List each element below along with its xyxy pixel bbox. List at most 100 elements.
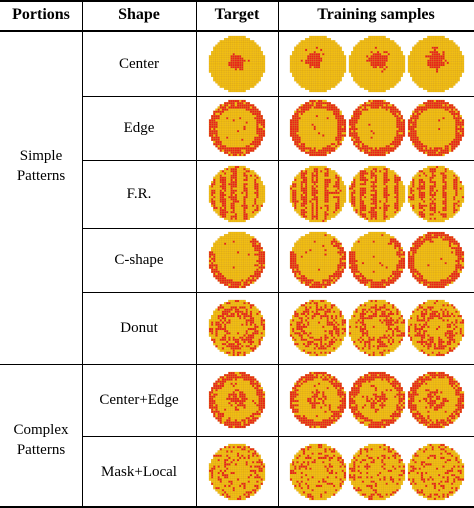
wafer-die xyxy=(294,59,297,62)
wafer-die xyxy=(236,108,240,111)
wafer-die xyxy=(402,68,406,71)
wafer-die xyxy=(387,140,391,144)
wafer-die xyxy=(234,85,238,88)
wafer-die xyxy=(239,53,242,56)
wafer-die xyxy=(324,136,327,139)
wafer-die xyxy=(213,178,216,182)
wafer-die xyxy=(366,44,369,47)
wafer-die xyxy=(431,140,434,144)
wafer-die xyxy=(320,68,323,71)
wafer-die xyxy=(376,140,380,144)
wafer-die xyxy=(422,72,426,75)
wafer-die xyxy=(446,40,450,43)
wafer-die xyxy=(446,147,450,150)
wafer-die xyxy=(438,35,441,39)
wafer-die xyxy=(251,208,255,212)
wafer-die xyxy=(385,145,388,148)
wafer-die xyxy=(258,202,261,205)
wafer-die xyxy=(440,42,443,45)
wafer-die xyxy=(379,104,382,107)
wafer-die xyxy=(379,110,382,114)
wafer-die xyxy=(407,55,411,58)
wafer-die xyxy=(442,102,445,105)
wafer-die xyxy=(307,68,310,71)
wafer-die xyxy=(313,110,316,114)
wafer-die xyxy=(258,142,261,146)
wafer-die xyxy=(440,74,443,78)
wafer-die xyxy=(234,83,238,86)
wafer-die xyxy=(385,140,388,144)
wafer-die xyxy=(414,59,417,62)
wafer-die xyxy=(385,136,388,139)
wafer-die xyxy=(223,130,227,133)
wafer-die xyxy=(332,44,336,47)
wafer-die xyxy=(427,83,430,86)
wafer-die xyxy=(361,55,365,58)
wafer-die xyxy=(374,61,378,65)
wafer-die xyxy=(372,44,375,47)
wafer-die xyxy=(335,76,338,80)
wafer-die xyxy=(438,81,441,84)
wafer-die xyxy=(459,50,462,54)
wafer-die xyxy=(223,176,227,180)
wafer-die xyxy=(379,78,382,82)
wafer-die xyxy=(448,140,452,144)
wafer-die xyxy=(383,134,386,137)
wafer-die xyxy=(217,206,220,210)
wafer-die xyxy=(391,140,395,144)
wafer-die xyxy=(300,48,304,52)
wafer-die xyxy=(228,70,231,73)
wafer-die xyxy=(317,134,321,137)
wafer-die xyxy=(453,142,456,146)
wafer-die xyxy=(223,204,227,208)
wafer-die xyxy=(298,61,301,65)
wafer-die xyxy=(260,55,263,58)
wafer-die xyxy=(315,174,319,177)
wafer-die xyxy=(296,66,299,69)
wafer-die xyxy=(226,53,229,56)
wafer-die xyxy=(241,176,244,180)
wafer-die xyxy=(320,145,323,148)
wafer-die xyxy=(357,140,360,144)
wafer-die xyxy=(232,112,235,116)
wafer-die xyxy=(335,112,338,116)
wafer-die xyxy=(383,149,386,152)
wafer-die xyxy=(453,125,456,129)
wafer-die xyxy=(221,127,225,131)
wafer-die xyxy=(223,170,227,173)
wafer-die xyxy=(431,125,434,129)
wafer-die xyxy=(223,121,227,124)
wafer-die xyxy=(394,78,397,82)
wafer-die xyxy=(241,114,244,118)
wafer-die xyxy=(311,53,314,56)
wafer-die xyxy=(461,127,465,131)
wafer-die xyxy=(258,70,261,73)
wafer-die xyxy=(341,123,344,126)
wafer-die xyxy=(239,153,242,157)
wafer-die xyxy=(251,170,255,173)
wafer-die xyxy=(361,114,365,118)
wafer-die xyxy=(381,130,384,133)
wafer-die xyxy=(251,142,255,146)
wafer-die xyxy=(429,121,432,124)
wafer-die xyxy=(217,136,220,139)
wafer-die xyxy=(383,151,386,154)
wafer-die xyxy=(438,142,441,146)
wafer-die xyxy=(435,127,439,131)
wafer-die xyxy=(444,46,447,50)
wafer-die xyxy=(389,40,393,43)
wafer-die xyxy=(355,127,358,131)
wafer-die xyxy=(223,196,227,199)
wafer-die xyxy=(414,44,417,47)
wafer-die xyxy=(433,147,437,150)
header-training-samples: Training samples xyxy=(317,6,435,23)
wafer-die xyxy=(322,102,325,105)
wafer-die xyxy=(418,149,422,152)
wafer-die xyxy=(254,112,257,116)
wafer-die xyxy=(433,102,437,105)
wafer-die xyxy=(228,46,231,50)
wafer-die xyxy=(459,63,462,67)
wafer-die xyxy=(420,117,424,120)
wafer-die xyxy=(249,202,253,205)
wafer-die xyxy=(440,44,443,47)
